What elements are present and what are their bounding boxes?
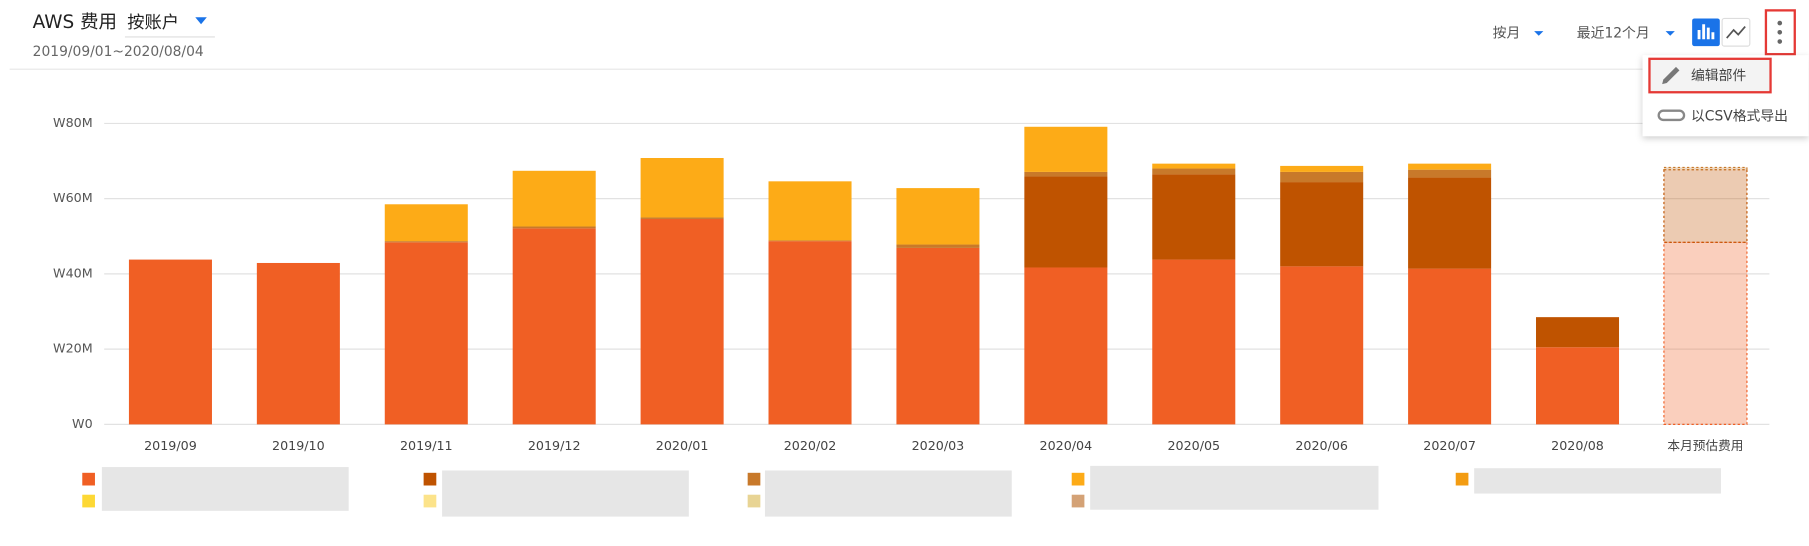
x-tick-label: 2019/10 [272, 438, 325, 453]
bar-segment [768, 240, 852, 242]
bar-segment [896, 244, 980, 248]
bar-segment [1024, 267, 1108, 425]
legend-label-blurred [101, 467, 349, 511]
dropdown-arrow[interactable] [1665, 31, 1675, 36]
legend-swatches [82, 472, 1469, 508]
y-tick-label: W60M [53, 190, 93, 205]
bar-segment [1280, 171, 1364, 183]
y-tick-label: W80M [53, 115, 93, 130]
x-tick-label: 2019/09 [144, 438, 197, 453]
bar-segment [512, 170, 596, 227]
x-tick-label: 2020/08 [1551, 438, 1604, 453]
bar-segment [384, 242, 468, 425]
legend-swatch [423, 494, 437, 508]
bar-segment [1152, 163, 1236, 169]
bar-segment [1663, 169, 1748, 243]
bar-segment [640, 218, 724, 425]
x-tick-label: 2020/02 [784, 438, 837, 453]
x-tick-label: 2020/05 [1167, 438, 1220, 453]
dropdown-arrow[interactable] [195, 17, 207, 25]
x-tick-label: 2019/11 [400, 438, 453, 453]
x-tick-label: 2019/12 [528, 438, 581, 453]
bar-segment [1152, 259, 1236, 425]
legend-label-blurred [764, 470, 1012, 517]
bar-segment [1408, 169, 1492, 178]
legend-swatch [82, 472, 95, 486]
menu-item[interactable]: 编辑部件 [1691, 68, 1746, 84]
y-tick-label: W40M [53, 265, 93, 280]
bar-segment [1024, 171, 1108, 177]
widget-title: AWS 费用 [33, 12, 117, 33]
dropdown-arrow[interactable] [1534, 31, 1544, 36]
bar-segment [1408, 268, 1492, 425]
bar-segment [512, 226, 596, 229]
attach-icon [1657, 109, 1686, 122]
bar-segment [384, 241, 468, 243]
menu-item[interactable]: 以CSV格式导出 [1691, 108, 1788, 124]
bar-segment [1152, 174, 1236, 260]
bar-segment [1663, 241, 1748, 425]
legend-label-blurred [1474, 468, 1721, 494]
bar-segment [128, 259, 212, 425]
bar-segment [512, 228, 596, 425]
legend [101, 465, 1721, 517]
group-by-select[interactable]: 按账户 [127, 13, 179, 33]
bar-segment [768, 181, 852, 241]
bar-segment [640, 158, 724, 218]
bar-segment [896, 247, 980, 425]
x-tick-label: 2020/01 [656, 438, 709, 453]
line-icon [1726, 25, 1746, 39]
bar-segment [1280, 165, 1364, 172]
y-tick-label: W0 [72, 416, 93, 431]
x-tick-label: 2020/06 [1295, 438, 1348, 453]
bar-segment [640, 217, 724, 219]
legend-swatch [82, 494, 95, 508]
bar-chart-button[interactable] [1692, 18, 1720, 47]
bar-icon [1697, 24, 1715, 40]
bar-segment [768, 241, 852, 425]
bar-segment [1024, 176, 1108, 268]
x-tick-label: 2020/07 [1423, 438, 1476, 453]
legend-swatch [1071, 472, 1085, 486]
bar-segment [1024, 126, 1108, 172]
x-tick-label: 2020/04 [1040, 438, 1093, 453]
bar-segment [1536, 317, 1620, 348]
bar-segment [1536, 347, 1620, 425]
bar-segment [1152, 168, 1236, 175]
range-select[interactable]: 最近12个月 [1577, 25, 1650, 41]
bar-segment [1663, 166, 1748, 171]
highlight-box [1764, 9, 1796, 56]
bar-segment [1408, 177, 1492, 269]
period-select[interactable]: 按月 [1493, 25, 1521, 41]
bar-segment [1280, 266, 1364, 425]
legend-swatch [747, 494, 761, 508]
bar-segment [384, 204, 468, 242]
legend-label-blurred [1090, 465, 1379, 510]
x-tick-label: 本月预估费用 [1667, 438, 1743, 453]
bar-segment [256, 262, 340, 425]
bar-segment [896, 188, 980, 245]
legend-label-blurred [442, 470, 689, 517]
y-tick-label: W20M [53, 341, 93, 356]
edit-icon [1662, 66, 1680, 85]
date-range: 2019/09/01~2020/08/04 [33, 44, 204, 60]
more-button[interactable] [1777, 20, 1783, 44]
legend-swatch [747, 472, 761, 486]
legend-swatch [1071, 494, 1085, 508]
bar-segment [1408, 163, 1492, 170]
x-tick-label: 2020/03 [912, 438, 965, 453]
bar-segment [1280, 182, 1364, 267]
plot: W0 W20M W40M W60M W80M 2019/09 2019/10 2019/11 2… [53, 115, 1770, 453]
legend-swatch [1455, 472, 1469, 486]
legend-swatch [423, 472, 437, 486]
